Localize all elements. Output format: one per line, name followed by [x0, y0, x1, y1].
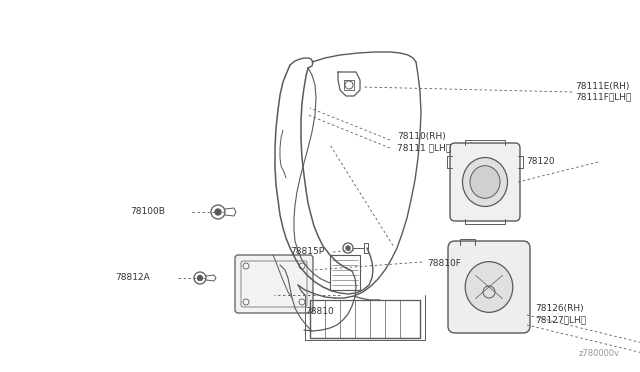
Text: 78815P: 78815P [290, 247, 324, 257]
Text: 78111F〈LH〉: 78111F〈LH〉 [575, 93, 632, 102]
Text: z780000v: z780000v [579, 349, 620, 358]
Ellipse shape [465, 262, 513, 312]
Ellipse shape [463, 157, 508, 206]
Text: 78812A: 78812A [115, 273, 150, 282]
Text: 78127〈LH〉: 78127〈LH〉 [535, 315, 586, 324]
Circle shape [198, 276, 202, 280]
Text: 78810: 78810 [305, 308, 333, 317]
Ellipse shape [470, 166, 500, 198]
Circle shape [346, 246, 350, 250]
Circle shape [215, 209, 221, 215]
Text: 78810F: 78810F [427, 260, 461, 269]
Text: 78111 〈LH〉: 78111 〈LH〉 [397, 144, 451, 153]
Text: 78126(RH): 78126(RH) [535, 304, 584, 312]
Text: 78110(RH): 78110(RH) [397, 131, 445, 141]
FancyBboxPatch shape [448, 241, 530, 333]
Text: 78120: 78120 [526, 157, 555, 167]
FancyBboxPatch shape [450, 143, 520, 221]
FancyBboxPatch shape [235, 255, 313, 313]
Text: 78111E(RH): 78111E(RH) [575, 81, 629, 90]
Text: 78100B: 78100B [130, 208, 165, 217]
